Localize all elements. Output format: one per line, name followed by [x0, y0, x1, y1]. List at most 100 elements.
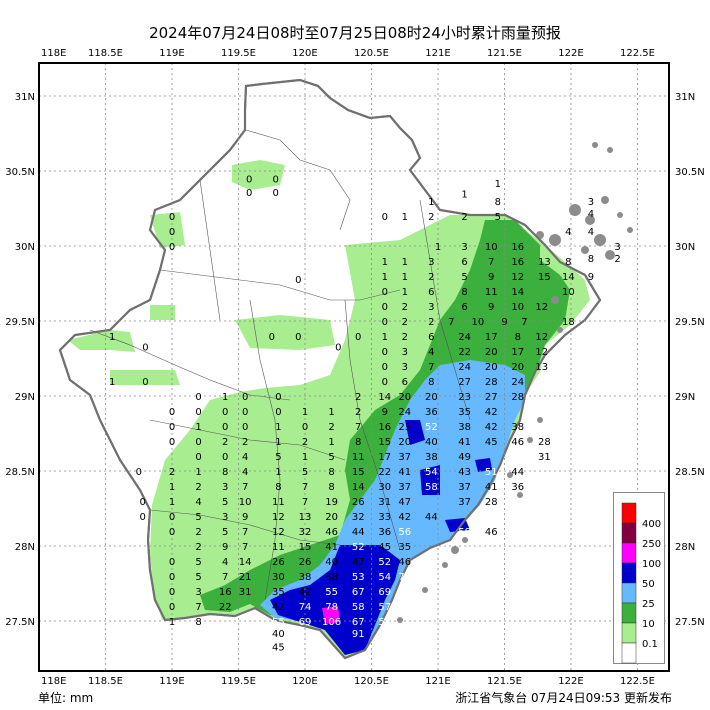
- station-value: 1: [461, 190, 467, 201]
- station-value: 37: [458, 497, 471, 508]
- station-value: 6: [428, 287, 434, 298]
- station-value: 7: [302, 482, 308, 493]
- graticule: [39, 63, 669, 671]
- station-value: 31: [239, 587, 252, 598]
- station-value: 23: [398, 422, 411, 433]
- lat-tick-right: 27.5N: [675, 617, 705, 628]
- station-value: 10: [485, 242, 498, 253]
- station-value: 0: [195, 452, 201, 463]
- station-value: 4: [242, 452, 248, 463]
- station-value: 6: [461, 302, 467, 313]
- station-value: 0: [195, 437, 201, 448]
- station-value: 13: [535, 362, 548, 373]
- station-value: 0: [222, 422, 228, 433]
- station-value: 42: [398, 512, 411, 523]
- station-value: 78: [325, 602, 338, 613]
- station-value: 0: [382, 362, 388, 373]
- station-value: 4: [195, 497, 201, 508]
- station-value: 2: [428, 317, 434, 328]
- station-value: 13: [299, 512, 312, 523]
- station-value: 3: [402, 347, 408, 358]
- station-value: 7: [355, 422, 361, 433]
- station-value: 4: [588, 227, 594, 238]
- station-value: 3: [588, 197, 594, 208]
- lat-tick-right: 29.5N: [675, 317, 705, 328]
- station-value: 7: [222, 572, 228, 583]
- station-value: 9: [488, 272, 494, 283]
- station-value: 0: [273, 188, 279, 199]
- station-value: 0: [302, 422, 308, 433]
- station-value: 0: [275, 392, 281, 403]
- station-value: 1: [382, 332, 388, 343]
- lat-tick-left: 27.5N: [5, 617, 35, 628]
- station-value: 20: [325, 512, 338, 523]
- station-value: 8: [495, 197, 501, 208]
- station-value: 7: [448, 317, 454, 328]
- station-value: 20: [425, 392, 438, 403]
- lon-tick-bottom: 121.5E: [487, 676, 522, 687]
- station-value: 46: [398, 557, 411, 568]
- rain-area-0.1-c3: [110, 370, 180, 385]
- lon-tick-top: 119.5E: [221, 48, 256, 59]
- station-value: 38: [325, 572, 338, 583]
- station-value: 0: [242, 422, 248, 433]
- station-value: 52: [352, 542, 365, 553]
- station-value: 42: [299, 587, 312, 598]
- station-value: 5: [195, 557, 201, 568]
- station-value: 10: [472, 317, 485, 328]
- station-value: 6: [428, 332, 434, 343]
- legend: 400 250 100 50 25 10 0.1: [613, 492, 665, 664]
- station-value: 0: [222, 407, 228, 418]
- station-value: 14: [239, 557, 252, 568]
- station-value: 7: [521, 317, 527, 328]
- station-value: 46: [325, 527, 338, 538]
- station-value: 38: [425, 452, 438, 463]
- station-value: 16: [511, 242, 524, 253]
- station-value: 8: [275, 482, 281, 493]
- lon-tick-top: 122.5E: [620, 48, 655, 59]
- station-value: 28: [485, 497, 498, 508]
- station-value: 12: [272, 512, 285, 523]
- station-value: 4: [565, 227, 571, 238]
- station-value: 32: [299, 527, 312, 538]
- station-value: 41: [458, 437, 471, 448]
- station-value: 6: [402, 377, 408, 388]
- station-value: 0: [169, 407, 175, 418]
- rain-area-50-e: [475, 458, 492, 472]
- station-value: 44: [511, 467, 524, 478]
- station-value: 27: [458, 377, 471, 388]
- station-value: 69: [299, 617, 312, 628]
- station-value: 15: [378, 437, 391, 448]
- station-value: 2: [222, 437, 228, 448]
- lon-tick-top: 119E: [159, 48, 184, 59]
- station-value: 1: [302, 452, 308, 463]
- lat-tick-right: 28.5N: [675, 467, 705, 478]
- station-value: 40: [325, 557, 338, 568]
- lon-tick-bottom: 122E: [558, 676, 583, 687]
- station-value: 0: [169, 512, 175, 523]
- lon-tick-top: 121E: [425, 48, 450, 59]
- station-value: 1: [109, 332, 115, 343]
- station-value: 16: [378, 422, 391, 433]
- station-value: 53: [352, 572, 365, 583]
- station-value: 41: [485, 482, 498, 493]
- station-value: 7: [242, 542, 248, 553]
- station-value: 28: [485, 377, 498, 388]
- station-value: 38: [458, 422, 471, 433]
- station-value: 7: [488, 257, 494, 268]
- station-value: 58: [458, 527, 471, 538]
- station-value: 2: [428, 272, 434, 283]
- station-value: 0: [169, 242, 175, 253]
- station-value: 7: [195, 602, 201, 613]
- station-value: 10: [239, 497, 252, 508]
- station-value: 7: [242, 527, 248, 538]
- station-value: 16: [219, 587, 232, 598]
- station-value: 17: [485, 332, 498, 343]
- station-value: 0: [295, 332, 301, 343]
- station-value: 44: [425, 512, 438, 523]
- station-value: 42: [272, 602, 285, 613]
- rain-area-0.1-n: [232, 160, 285, 190]
- station-value: 4: [242, 467, 248, 478]
- station-value: 1: [428, 197, 434, 208]
- lon-tick-bottom: 119E: [159, 676, 184, 687]
